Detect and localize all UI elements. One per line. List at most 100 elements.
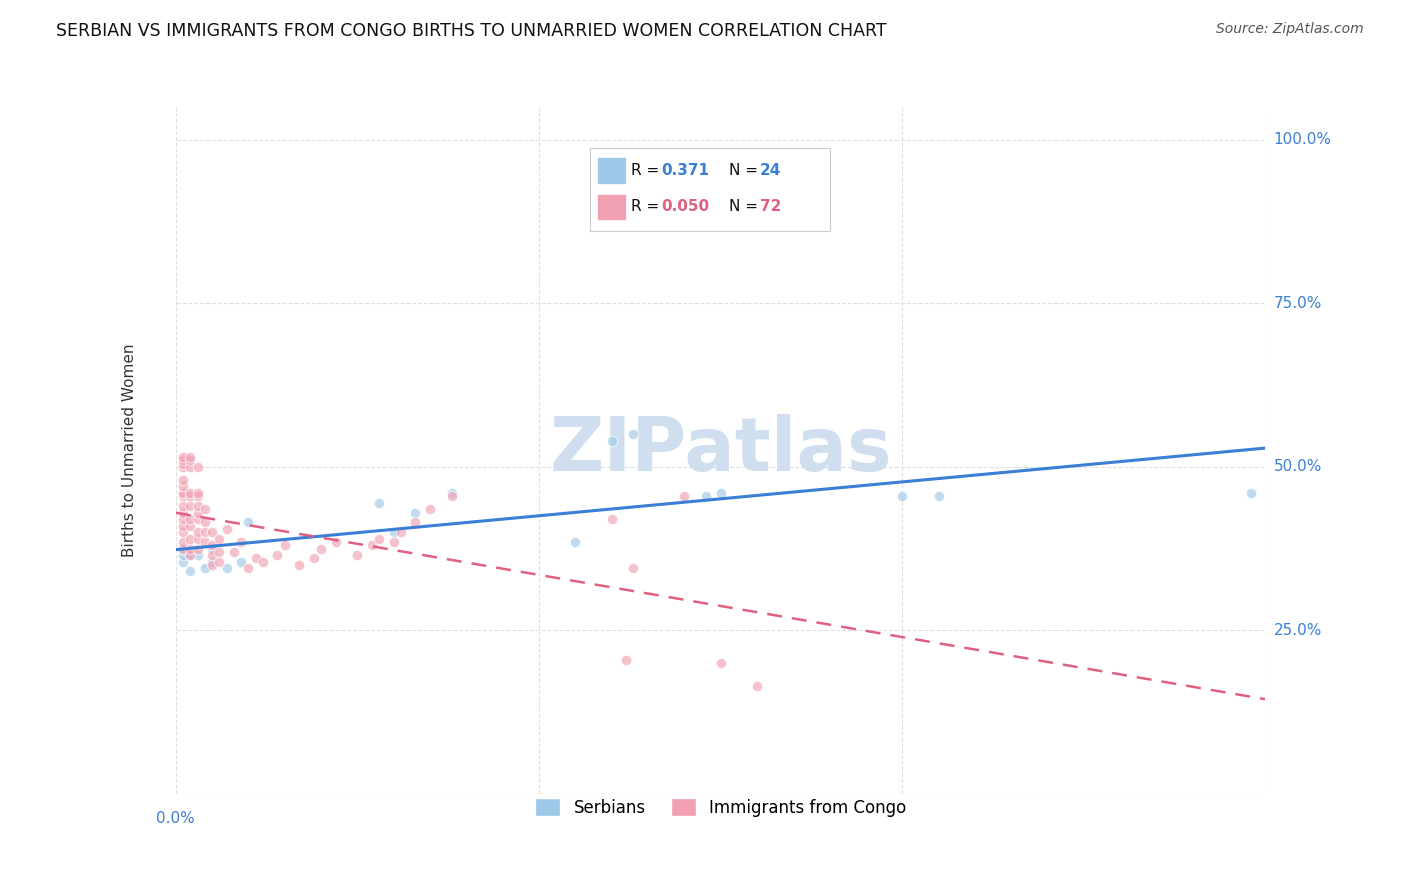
- Point: [172, 473, 194, 487]
- Point: [201, 548, 224, 562]
- Point: [172, 506, 194, 520]
- Point: [621, 427, 644, 442]
- Point: [215, 561, 238, 575]
- Point: [172, 525, 194, 540]
- Point: [179, 489, 201, 503]
- Point: [405, 506, 427, 520]
- Point: [309, 541, 332, 556]
- Point: [172, 450, 194, 464]
- Point: [288, 558, 311, 572]
- Text: N =: N =: [728, 163, 762, 178]
- Point: [172, 548, 194, 562]
- Text: 100.0%: 100.0%: [1274, 132, 1331, 147]
- Point: [172, 541, 194, 556]
- Point: [564, 535, 586, 549]
- Point: [179, 459, 201, 474]
- Point: [172, 479, 194, 493]
- Point: [215, 522, 238, 536]
- Point: [710, 656, 733, 670]
- Point: [172, 518, 194, 533]
- Point: [419, 502, 441, 516]
- Point: [891, 489, 914, 503]
- Point: [614, 653, 637, 667]
- Point: [179, 532, 201, 546]
- Bar: [598, 157, 626, 184]
- Point: [172, 457, 194, 471]
- Point: [172, 459, 194, 474]
- Point: [186, 512, 209, 526]
- Point: [179, 548, 201, 562]
- Point: [208, 545, 231, 559]
- Text: R =: R =: [630, 163, 664, 178]
- Point: [621, 561, 644, 575]
- Point: [274, 538, 297, 552]
- Text: Source: ZipAtlas.com: Source: ZipAtlas.com: [1216, 22, 1364, 37]
- Point: [745, 679, 768, 693]
- Point: [194, 516, 217, 530]
- Point: [266, 548, 288, 562]
- Point: [179, 499, 201, 513]
- Point: [186, 459, 209, 474]
- Point: [172, 541, 194, 556]
- Point: [186, 486, 209, 500]
- Text: 75.0%: 75.0%: [1274, 296, 1322, 310]
- Point: [186, 489, 209, 503]
- Point: [440, 489, 463, 503]
- Text: 25.0%: 25.0%: [1274, 623, 1322, 638]
- Point: [382, 535, 405, 549]
- Point: [201, 555, 224, 569]
- Point: [252, 555, 274, 569]
- Point: [194, 535, 217, 549]
- Point: [208, 532, 231, 546]
- Point: [201, 541, 224, 556]
- Point: [201, 525, 224, 540]
- Point: [201, 558, 224, 572]
- Point: [600, 512, 623, 526]
- Point: [172, 453, 194, 467]
- Text: 50.0%: 50.0%: [1274, 459, 1322, 475]
- Point: [179, 453, 201, 467]
- Point: [382, 525, 405, 540]
- Point: [368, 496, 391, 510]
- Bar: [598, 194, 626, 220]
- Point: [360, 538, 382, 552]
- Point: [179, 450, 201, 464]
- Text: 0.0%: 0.0%: [156, 811, 195, 826]
- Point: [172, 489, 194, 503]
- Point: [186, 548, 209, 562]
- Text: N =: N =: [728, 199, 762, 214]
- Point: [222, 545, 245, 559]
- Point: [238, 561, 260, 575]
- Point: [172, 512, 194, 526]
- Point: [201, 538, 224, 552]
- Point: [172, 535, 194, 549]
- Point: [325, 535, 347, 549]
- Text: Births to Unmarried Women: Births to Unmarried Women: [122, 343, 138, 558]
- Point: [600, 434, 623, 448]
- Text: R =: R =: [630, 199, 664, 214]
- Point: [194, 502, 217, 516]
- Point: [231, 555, 253, 569]
- Point: [238, 516, 260, 530]
- Point: [208, 555, 231, 569]
- Point: [179, 518, 201, 533]
- Point: [695, 489, 717, 503]
- Point: [172, 499, 194, 513]
- Point: [245, 551, 267, 566]
- Point: [186, 525, 209, 540]
- Point: [179, 548, 201, 562]
- Point: [346, 548, 368, 562]
- Point: [368, 532, 391, 546]
- Text: SERBIAN VS IMMIGRANTS FROM CONGO BIRTHS TO UNMARRIED WOMEN CORRELATION CHART: SERBIAN VS IMMIGRANTS FROM CONGO BIRTHS …: [56, 22, 887, 40]
- Point: [710, 486, 733, 500]
- Point: [179, 541, 201, 556]
- Point: [231, 535, 253, 549]
- Text: 24: 24: [761, 163, 782, 178]
- Point: [928, 489, 950, 503]
- Point: [172, 555, 194, 569]
- Point: [179, 512, 201, 526]
- Point: [194, 525, 217, 540]
- Point: [179, 565, 201, 579]
- Point: [186, 532, 209, 546]
- Point: [186, 499, 209, 513]
